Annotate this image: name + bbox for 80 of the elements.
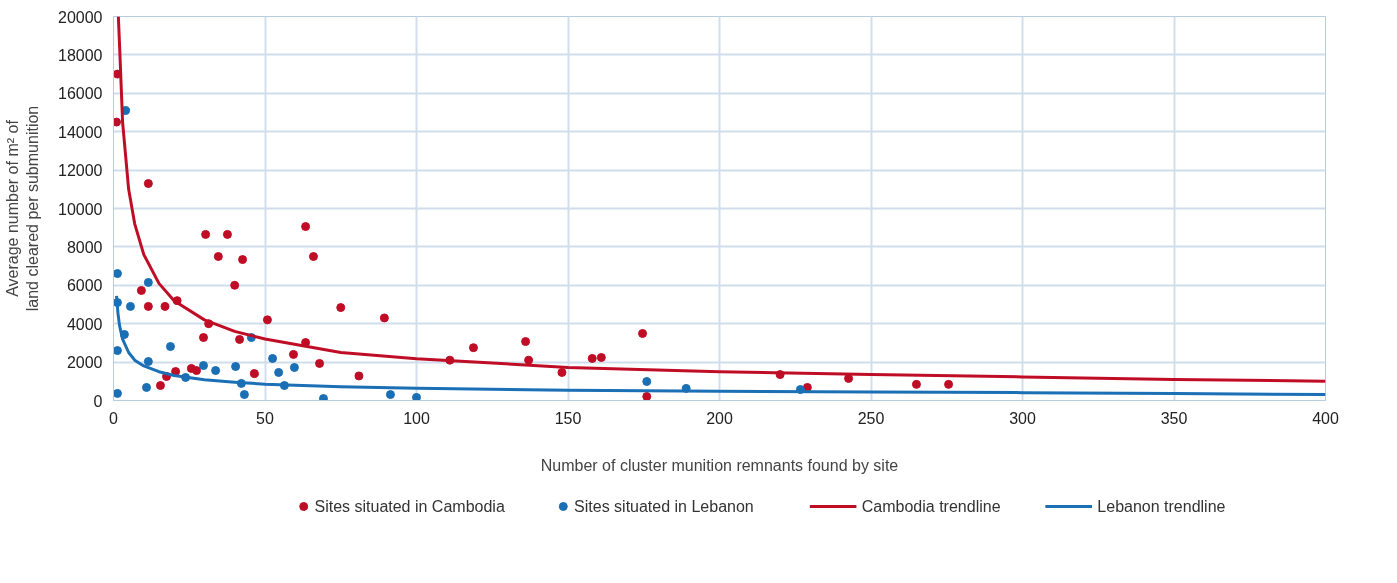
point [315,358,325,368]
y-tick-label: 12000 [58,162,103,180]
y-tick-label: 6000 [66,277,103,295]
line-series [115,294,1326,397]
legend-label: Cambodia trendline [861,498,1001,515]
x-tick-label: 400 [1312,409,1339,427]
point [944,379,954,389]
point [142,382,152,392]
point [143,179,153,189]
point [165,342,175,352]
point [379,313,389,323]
point [557,367,567,377]
point [301,222,311,232]
point [308,252,318,261]
point [412,392,421,401]
point [274,367,284,377]
y-tick-label: 20000 [58,8,103,26]
x-tick-label: 50 [256,409,274,427]
point [113,346,122,356]
point [222,229,232,239]
x-tick-label: 200 [706,409,733,427]
point [642,377,652,386]
y-tick-label: 10000 [58,200,103,218]
point [468,343,478,353]
point [289,362,299,372]
point [587,353,597,363]
y-tick-label: 18000 [58,46,103,64]
legend-label: Sites situated in Cambodia [314,498,505,515]
point [235,334,245,344]
point [231,362,241,372]
y-axis-title: Average number of m² of land cleared per submunition [3,105,42,312]
x-tick-label: 0 [109,409,119,427]
y-tick-label: 2000 [66,354,103,372]
x-tick-label: 150 [554,409,582,427]
point [192,366,202,376]
point [262,315,272,325]
point [125,301,135,311]
point [155,381,165,391]
x-tick-label: 300 [1009,409,1036,427]
point [143,277,153,287]
point [249,369,259,379]
y-tick-label: 8000 [66,238,103,256]
point [911,379,921,389]
x-tick-label: 250 [857,409,885,427]
point [596,353,606,362]
point [521,337,531,347]
point [143,357,153,367]
point [113,269,122,279]
legend-label: Lebanon trendline [1097,498,1226,515]
y-tick-label: 4000 [66,315,103,333]
point [211,366,221,376]
point [113,117,122,127]
point [201,229,211,239]
y-tick-label: 14000 [58,123,103,141]
point [239,390,249,400]
point [238,255,248,265]
point [160,301,170,311]
point [113,388,122,398]
x-axis-title: Number of cluster munition remnants found by site [540,456,899,474]
y-tick-label: 0 [93,392,103,410]
point [638,329,648,338]
x-tick-label: 100 [403,409,430,427]
y-tick-label: 16000 [58,85,103,103]
legend-label: Sites situated in Lebanon [574,498,754,515]
point [385,390,395,400]
point [524,355,534,365]
point [354,371,364,381]
point [143,301,153,311]
point [213,252,223,261]
point [230,280,240,290]
point [268,353,278,363]
point [336,303,346,313]
point [198,361,208,371]
point [642,391,652,401]
point [136,285,146,295]
point [318,394,328,401]
x-tick-label: 350 [1160,409,1188,427]
point [198,333,208,343]
line-series [116,16,1326,383]
point [288,349,298,359]
